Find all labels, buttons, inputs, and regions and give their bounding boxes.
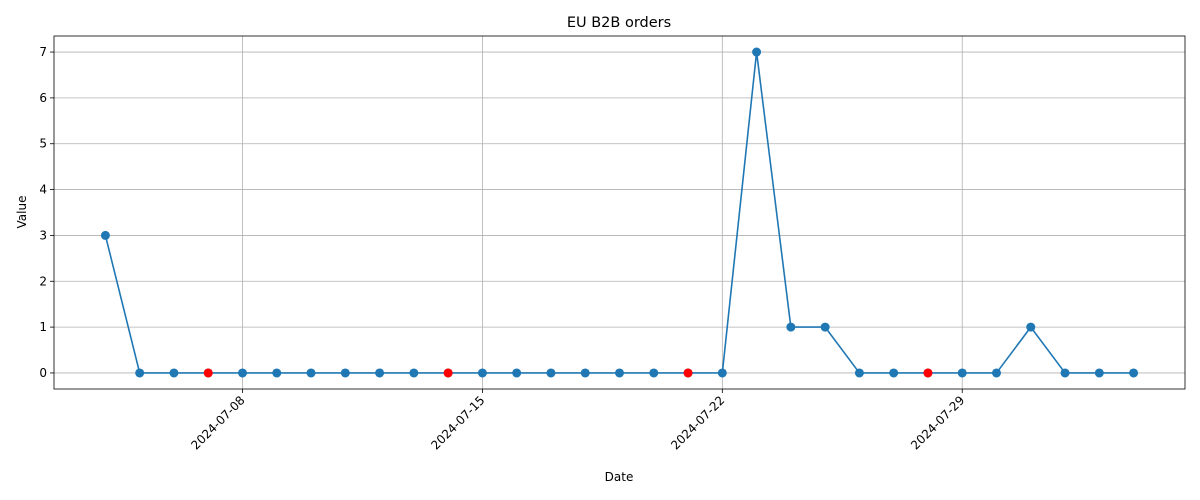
data-point bbox=[580, 368, 590, 378]
y-axis-label: Value bbox=[15, 196, 29, 229]
data-point bbox=[786, 322, 796, 332]
plot-frame bbox=[53, 35, 1186, 390]
x-axis-label: Date bbox=[605, 470, 634, 484]
y-tick-label: 6 bbox=[39, 91, 47, 105]
highlight-point bbox=[203, 368, 213, 378]
data-point bbox=[375, 368, 385, 378]
data-point bbox=[854, 368, 864, 378]
data-point bbox=[306, 368, 316, 378]
data-point bbox=[649, 368, 659, 378]
chart-title: EU B2B orders bbox=[567, 15, 671, 31]
data-point bbox=[409, 368, 419, 378]
data-point bbox=[717, 368, 727, 378]
highlight-point bbox=[923, 368, 933, 378]
data-point bbox=[169, 368, 179, 378]
y-tick-label: 2 bbox=[39, 274, 47, 288]
data-point bbox=[992, 368, 1001, 378]
data-point bbox=[135, 368, 145, 378]
y-tick-label: 7 bbox=[39, 45, 47, 59]
grid bbox=[54, 36, 1185, 389]
data-point bbox=[1026, 322, 1036, 332]
data-point bbox=[477, 368, 487, 378]
data-point bbox=[272, 368, 282, 378]
data-point bbox=[752, 47, 762, 57]
highlight-point bbox=[443, 368, 453, 378]
data-point bbox=[100, 230, 110, 240]
data-point bbox=[1060, 368, 1070, 378]
data-point bbox=[546, 368, 556, 378]
highlight-point bbox=[683, 368, 693, 378]
data-point bbox=[889, 368, 899, 378]
series bbox=[100, 47, 1139, 378]
y-tick-label: 0 bbox=[39, 366, 47, 380]
y-tick-label: 4 bbox=[39, 183, 47, 197]
data-point bbox=[820, 322, 830, 332]
y-tick-label: 3 bbox=[39, 228, 47, 242]
data-point bbox=[957, 368, 967, 378]
data-point bbox=[1094, 368, 1104, 378]
data-point bbox=[238, 368, 247, 378]
data-point bbox=[1129, 368, 1139, 378]
data-point bbox=[340, 368, 350, 378]
data-point bbox=[512, 368, 522, 378]
y-tick-label: 1 bbox=[39, 320, 47, 334]
axes bbox=[53, 35, 1186, 390]
y-tick-label: 5 bbox=[39, 137, 47, 151]
data-point bbox=[615, 368, 624, 378]
